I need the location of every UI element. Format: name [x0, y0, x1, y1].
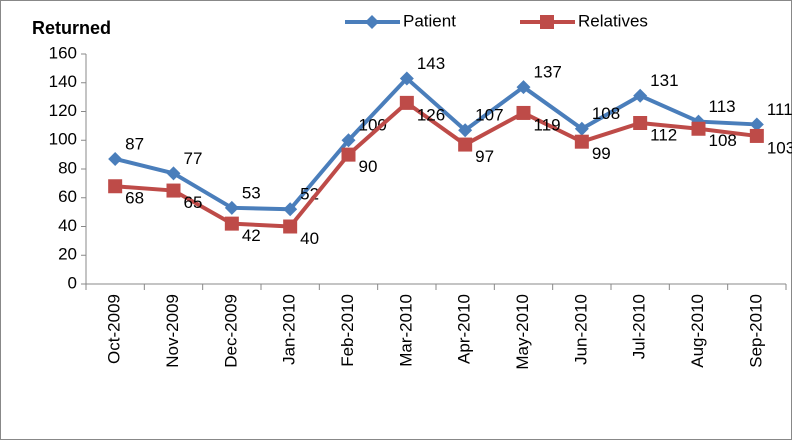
y-tick-label: 120 — [49, 101, 77, 120]
x-tick-label: Aug-2010 — [688, 294, 707, 368]
data-label: 143 — [417, 54, 445, 73]
data-label: 112 — [650, 125, 677, 144]
marker — [691, 121, 706, 136]
series-line — [114, 76, 757, 212]
marker — [224, 200, 239, 215]
marker — [283, 219, 298, 234]
data-label: 137 — [534, 63, 562, 82]
data-label: 53 — [242, 183, 261, 202]
marker — [574, 121, 589, 136]
data-label: 65 — [184, 193, 203, 212]
y-tick-label: 100 — [49, 130, 77, 149]
data-label: 107 — [475, 106, 503, 125]
series-line — [115, 100, 758, 229]
marker — [108, 179, 123, 194]
marker — [749, 128, 764, 143]
y-tick-label: 160 — [49, 43, 77, 62]
data-label: 87 — [125, 134, 144, 153]
marker — [283, 202, 298, 217]
marker — [341, 147, 356, 162]
data-label: 97 — [475, 147, 494, 166]
data-label: 100 — [359, 116, 387, 135]
x-tick-label: May-2010 — [513, 294, 532, 370]
marker — [365, 15, 379, 29]
marker — [166, 183, 181, 198]
data-label: 111 — [767, 100, 792, 119]
x-tick-label: Dec-2009 — [221, 294, 240, 368]
y-tick-label: 0 — [68, 273, 77, 292]
marker — [399, 95, 414, 110]
marker — [458, 137, 473, 152]
marker — [399, 71, 414, 86]
marker — [633, 88, 648, 103]
marker — [516, 80, 531, 95]
marker — [108, 151, 123, 166]
marker — [633, 116, 648, 130]
x-tick-label: Apr-2010 — [455, 294, 474, 364]
data-label: 119 — [534, 115, 561, 134]
x-tick-label: Feb-2010 — [338, 294, 357, 367]
x-tick-label: Jun-2010 — [571, 294, 590, 365]
data-label: 90 — [359, 157, 378, 176]
data-label: 108 — [709, 131, 737, 150]
y-tick-label: 80 — [58, 158, 77, 177]
x-tick-label: Nov-2009 — [163, 294, 182, 368]
x-tick-label: Mar-2010 — [396, 294, 415, 367]
x-tick-label: Sep-2010 — [746, 294, 765, 368]
marker — [540, 15, 554, 29]
data-label: 131 — [650, 71, 678, 90]
marker — [749, 117, 764, 132]
y-tick-label: 20 — [58, 245, 77, 264]
legend-label: Relatives — [578, 11, 648, 30]
y-tick-label: 140 — [49, 72, 77, 91]
data-label: 68 — [125, 189, 144, 208]
x-tick-label: Oct-2009 — [105, 294, 124, 364]
x-tick-label: Jan-2010 — [280, 294, 299, 365]
data-label: 103 — [767, 138, 792, 157]
data-label: 126 — [417, 105, 445, 124]
data-label: 108 — [592, 104, 620, 123]
marker — [341, 133, 356, 148]
y-tick-label: 60 — [58, 187, 77, 206]
data-label: 113 — [709, 97, 736, 116]
data-label: 99 — [592, 144, 611, 163]
marker — [224, 216, 239, 231]
marker — [574, 134, 589, 149]
marker — [458, 123, 473, 138]
x-tick-label: Jul-2010 — [630, 294, 649, 359]
marker — [516, 105, 531, 120]
marker — [166, 166, 181, 181]
y-tick-label: 40 — [58, 216, 77, 235]
data-label: 42 — [242, 226, 261, 245]
legend-label: Patient — [403, 11, 456, 30]
data-label: 40 — [300, 229, 319, 248]
chart-title: Returned — [32, 18, 111, 38]
data-label: 77 — [184, 149, 203, 168]
